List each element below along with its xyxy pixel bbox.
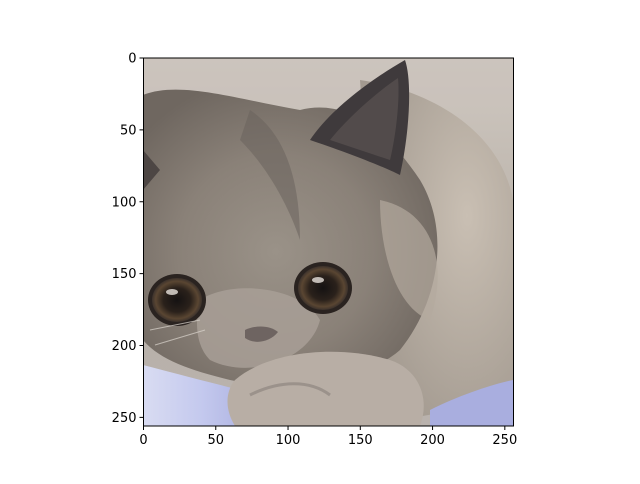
x-tick-0: 0 — [139, 426, 148, 448]
x-tick-label: 150 — [348, 433, 373, 448]
y-axis: 0 50 100 150 200 250 — [112, 52, 144, 426]
y-tick-label: 50 — [120, 123, 137, 138]
x-tick-label: 0 — [139, 433, 147, 448]
cat-image — [143, 58, 514, 426]
y-tick-label: 250 — [112, 411, 137, 426]
axes-frame — [143, 57, 514, 427]
whiskers — [149, 319, 206, 346]
right-eye — [294, 262, 352, 314]
cheek-fur — [380, 200, 438, 320]
x-axis: 0 50 100 150 200 250 — [139, 426, 517, 448]
x-tick-label: 250 — [492, 433, 517, 448]
x-tick-3: 150 — [348, 426, 373, 448]
x-tick-4: 200 — [420, 426, 445, 448]
x-tick-label: 200 — [420, 433, 445, 448]
y-tick-label: 100 — [112, 195, 137, 210]
x-tick-2: 100 — [276, 426, 301, 448]
cat-paw — [227, 351, 424, 426]
y-tick-0: 0 — [128, 52, 144, 67]
y-tick-label: 0 — [128, 52, 136, 67]
x-tick-1: 50 — [207, 426, 224, 448]
x-tick-5: 250 — [492, 426, 517, 448]
right-ear-inner — [330, 78, 399, 160]
y-tick-label: 200 — [112, 339, 137, 354]
y-tick-3: 150 — [112, 267, 144, 282]
nose — [245, 326, 278, 342]
y-tick-4: 200 — [112, 339, 144, 354]
blanket-right — [430, 380, 513, 426]
paw-detail — [249, 382, 331, 397]
y-tick-1: 50 — [120, 123, 144, 138]
y-tick-label: 150 — [112, 267, 137, 282]
forehead-marking — [240, 110, 300, 240]
x-tick-label: 100 — [276, 433, 301, 448]
y-tick-2: 100 — [112, 195, 144, 210]
y-tick-5: 250 — [112, 411, 144, 426]
x-tick-label: 50 — [207, 433, 224, 448]
left-eye — [148, 274, 206, 326]
left-ear — [143, 150, 160, 190]
